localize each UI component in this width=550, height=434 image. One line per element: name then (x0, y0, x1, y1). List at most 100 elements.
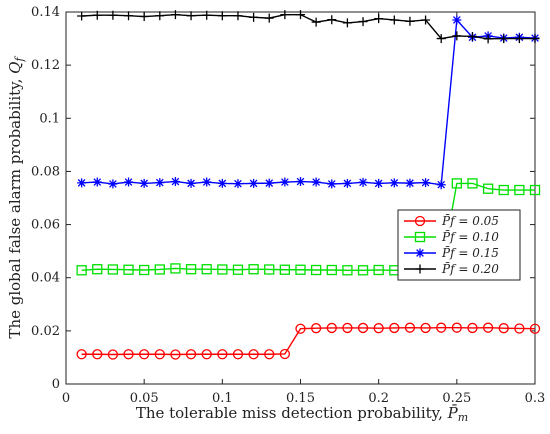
data-point (373, 264, 384, 276)
x-tick-label: 0.3 (525, 391, 546, 406)
data-point (248, 349, 259, 360)
data-point (217, 11, 227, 21)
data-point (233, 179, 243, 189)
data-point (92, 10, 102, 20)
x-tick-label: 0.05 (130, 391, 159, 406)
data-point (77, 178, 87, 188)
data-point (342, 18, 352, 28)
data-point (514, 184, 525, 196)
data-point (92, 264, 103, 275)
data-point (358, 17, 368, 27)
x-tick-label: 0.1 (212, 391, 233, 406)
data-point (170, 10, 180, 20)
y-tick-label: 0.12 (31, 58, 60, 73)
data-point (232, 349, 244, 360)
series-line (81, 326, 536, 356)
data-point (311, 177, 321, 187)
data-point (498, 184, 509, 196)
y-tick-label: 0.06 (31, 218, 60, 233)
series-3 (77, 15, 540, 190)
data-point (249, 178, 259, 188)
data-point (311, 17, 321, 27)
svg-text:The global false alarm probabi: The global false alarm probability, Qf (6, 56, 26, 339)
x-tick-label: 0.2 (368, 391, 389, 406)
data-point (529, 184, 541, 196)
y-tick-label: 0 (52, 377, 60, 392)
data-point (202, 177, 212, 187)
data-point (514, 34, 524, 44)
data-point (186, 11, 196, 21)
data-point (296, 177, 305, 187)
data-point (514, 323, 525, 334)
y-tick-label: 0.02 (31, 324, 60, 339)
data-point (76, 265, 87, 276)
x-tick-label: 0 (62, 391, 70, 406)
data-point (482, 322, 494, 333)
data-point (217, 349, 228, 360)
data-point (264, 349, 275, 360)
legend-entry-4: P̄f = 0.20 (404, 261, 499, 276)
data-point (92, 349, 103, 360)
data-point (217, 264, 228, 275)
data-point (310, 323, 322, 334)
data-point (279, 348, 291, 360)
legend-entry-2: P̄f = 0.10 (404, 229, 499, 244)
data-point (483, 34, 493, 44)
y-axis-label: The global false alarm probability, Qf (6, 56, 26, 339)
plot-area: 0 0.05 0.1 0.15 0.2 0.25 0.3 0 0.02 0.04 0.06 0.08 0… (31, 5, 545, 406)
y-tick-label: 0.08 (31, 164, 60, 179)
data-point (123, 349, 134, 360)
data-point (342, 265, 353, 276)
data-point (155, 11, 165, 21)
data-point (170, 177, 180, 187)
data-point (436, 322, 447, 333)
x-tick-label: 0.15 (286, 391, 315, 406)
data-point (139, 264, 150, 276)
data-point (186, 178, 196, 188)
data-point (280, 177, 290, 187)
data-point (452, 31, 462, 41)
data-point (436, 180, 446, 190)
legend-marker (415, 248, 425, 258)
data-point (357, 265, 369, 276)
data-point (405, 178, 415, 188)
data-point (295, 323, 306, 334)
y-tick-label: 0.14 (31, 5, 60, 20)
data-point (139, 349, 150, 360)
data-point (530, 34, 540, 44)
data-point (326, 264, 337, 276)
legend-entry-3: P̄f = 0.15 (404, 245, 499, 260)
y-tick-label: 0.04 (31, 271, 60, 286)
data-point (264, 13, 274, 23)
legend-label: P̄f = 0.15 (441, 245, 499, 260)
data-point (217, 178, 227, 188)
data-point (264, 264, 275, 275)
data-point (77, 11, 87, 21)
data-point (139, 178, 149, 188)
data-point (467, 178, 478, 189)
series-1 (76, 322, 541, 360)
data-point (233, 11, 243, 21)
data-point (499, 34, 509, 44)
data-point (529, 323, 541, 334)
data-point (201, 349, 212, 360)
data-point (451, 322, 462, 333)
data-point (389, 15, 399, 25)
series-4 (77, 10, 540, 44)
data-point (185, 264, 197, 275)
data-point (249, 12, 259, 22)
data-point (279, 264, 291, 275)
data-point (374, 178, 384, 188)
data-point (451, 178, 462, 189)
data-point (421, 178, 431, 188)
data-point (327, 15, 337, 25)
data-point (76, 349, 87, 360)
data-point (358, 177, 368, 187)
data-point (357, 322, 369, 334)
data-point (326, 322, 337, 334)
data-point (404, 322, 416, 333)
legend-label: P̄f = 0.10 (441, 229, 499, 244)
x-axis-label: The tolerable miss detection probability… (136, 404, 468, 424)
data-point (108, 10, 118, 20)
